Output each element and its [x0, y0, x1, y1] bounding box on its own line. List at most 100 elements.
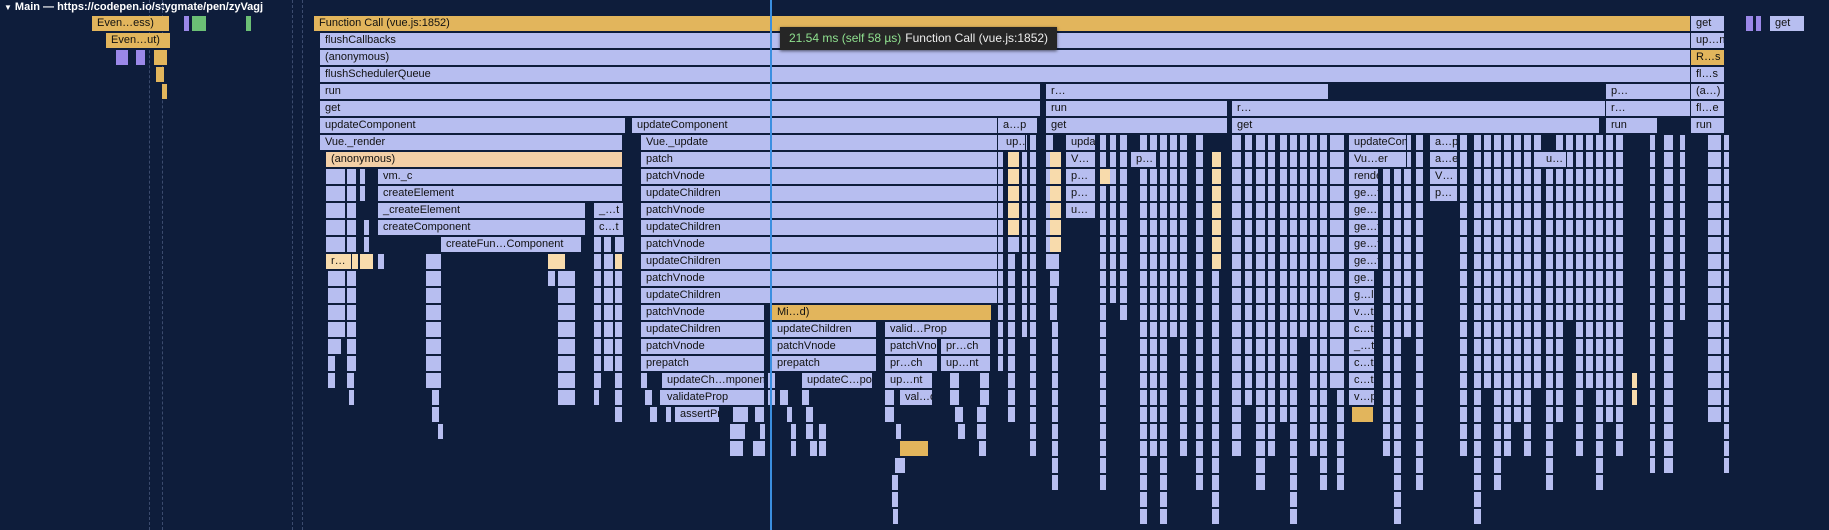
flame-frame[interactable]: [1724, 169, 1730, 185]
flame-frame[interactable]: [1616, 135, 1624, 151]
flame-frame[interactable]: [1256, 237, 1266, 253]
flame-frame[interactable]: [1474, 220, 1482, 236]
flame-frame[interactable]: [1030, 373, 1037, 389]
flame-frame[interactable]: [1524, 441, 1532, 457]
flame-frame[interactable]: [1546, 322, 1554, 338]
flame-frame[interactable]: [998, 220, 1004, 236]
flame-frame[interactable]: [594, 305, 602, 321]
flame-frame[interactable]: [1724, 322, 1730, 338]
flame-frame[interactable]: [1404, 220, 1412, 236]
flame-frame[interactable]: [1110, 254, 1117, 270]
flame-frame[interactable]: [1416, 339, 1424, 355]
flame-frame[interactable]: [1596, 169, 1604, 185]
flame-frame[interactable]: [1460, 169, 1468, 185]
flame-frame[interactable]: [1394, 169, 1402, 185]
flame-frame[interactable]: [426, 339, 442, 355]
flame-frame[interactable]: [1606, 169, 1614, 185]
flame-frame[interactable]: (anonymous): [320, 50, 1691, 66]
flame-frame[interactable]: [1416, 407, 1424, 423]
flame-frame[interactable]: createFun…Component: [441, 237, 582, 253]
flame-frame[interactable]: [1416, 152, 1424, 168]
flame-frame[interactable]: [1256, 254, 1266, 270]
flame-frame[interactable]: v…t: [1349, 305, 1375, 321]
flame-frame[interactable]: [1337, 407, 1345, 423]
triangle-down-icon[interactable]: ▼: [4, 3, 12, 12]
flame-frame[interactable]: [1504, 135, 1512, 151]
flame-frame[interactable]: [604, 305, 614, 321]
flame-frame[interactable]: [1140, 492, 1148, 508]
flame-frame[interactable]: [1416, 203, 1424, 219]
flame-frame[interactable]: [1100, 339, 1107, 355]
flame-frame[interactable]: [1310, 305, 1318, 321]
flame-frame[interactable]: [1664, 237, 1674, 253]
flame-frame[interactable]: [1245, 305, 1253, 321]
flame-frame[interactable]: [1160, 169, 1168, 185]
flame-frame[interactable]: [1022, 254, 1028, 270]
flame-frame[interactable]: [1150, 441, 1158, 457]
flame-frame[interactable]: [1460, 220, 1468, 236]
flame-frame[interactable]: [426, 271, 442, 287]
flame-frame[interactable]: [1566, 237, 1574, 253]
flame-frame[interactable]: [136, 50, 146, 66]
flame-frame[interactable]: [1150, 220, 1158, 236]
flame-frame[interactable]: [1280, 203, 1288, 219]
flame-frame[interactable]: [1140, 254, 1148, 270]
flame-frame[interactable]: run: [1606, 118, 1658, 134]
flame-frame[interactable]: [1514, 305, 1522, 321]
flame-frame[interactable]: [1160, 407, 1168, 423]
flame-frame[interactable]: [1030, 339, 1037, 355]
flame-frame[interactable]: [594, 237, 602, 253]
flame-frame[interactable]: [1460, 271, 1468, 287]
flame-frame[interactable]: [1460, 390, 1468, 406]
flame-frame[interactable]: [328, 356, 336, 372]
flame-frame[interactable]: [1310, 203, 1318, 219]
flame-frame[interactable]: [347, 237, 357, 253]
flame-frame[interactable]: [1556, 254, 1564, 270]
flame-frame[interactable]: [1546, 356, 1554, 372]
flame-frame[interactable]: [1524, 390, 1532, 406]
flame-frame[interactable]: [1383, 203, 1391, 219]
flame-frame[interactable]: [1394, 254, 1402, 270]
flame-frame[interactable]: [1140, 458, 1148, 474]
flame-frame[interactable]: [1320, 305, 1328, 321]
flame-frame[interactable]: [950, 390, 960, 406]
flame-frame[interactable]: [1596, 441, 1604, 457]
flame-frame[interactable]: [1474, 356, 1482, 372]
flame-frame[interactable]: [1576, 203, 1584, 219]
flame-frame[interactable]: [1290, 254, 1298, 270]
flame-frame[interactable]: [998, 339, 1004, 355]
flame-frame[interactable]: c…t: [1349, 356, 1375, 372]
flame-frame[interactable]: [1616, 390, 1624, 406]
flame-frame[interactable]: [594, 322, 602, 338]
flame-frame[interactable]: [1383, 441, 1391, 457]
flame-frame[interactable]: [1030, 322, 1037, 338]
flame-frame[interactable]: [1268, 237, 1276, 253]
flame-frame[interactable]: [328, 305, 346, 321]
flame-frame[interactable]: [1008, 186, 1020, 202]
flame-frame[interactable]: [326, 220, 346, 236]
flame-frame[interactable]: [1556, 373, 1564, 389]
flame-frame[interactable]: [1150, 186, 1158, 202]
flame-frame[interactable]: [1596, 220, 1604, 236]
flame-frame[interactable]: [1196, 458, 1204, 474]
flame-frame[interactable]: [1232, 135, 1242, 151]
flame-frame[interactable]: [1504, 271, 1512, 287]
flame-frame[interactable]: [1120, 254, 1128, 270]
flame-frame[interactable]: [1160, 305, 1168, 321]
flame-frame[interactable]: [1680, 169, 1686, 185]
main-track-header[interactable]: ▼ Main — https://codepen.io/stygmate/pen/…: [0, 0, 263, 14]
flame-frame[interactable]: [1576, 322, 1584, 338]
flame-frame[interactable]: render: [1349, 169, 1379, 185]
flame-frame[interactable]: [1180, 169, 1188, 185]
flame-frame[interactable]: [1256, 271, 1266, 287]
flame-frame[interactable]: [1474, 492, 1482, 508]
flame-frame[interactable]: [347, 169, 357, 185]
flame-frame[interactable]: [1504, 254, 1512, 270]
flame-frame[interactable]: [1484, 237, 1492, 253]
flame-frame[interactable]: up…nt: [885, 373, 933, 389]
flame-frame[interactable]: [1150, 339, 1158, 355]
flame-frame[interactable]: [1170, 237, 1178, 253]
flame-frame[interactable]: [1100, 390, 1107, 406]
flame-frame[interactable]: [1290, 390, 1298, 406]
flame-frame[interactable]: [1708, 271, 1722, 287]
